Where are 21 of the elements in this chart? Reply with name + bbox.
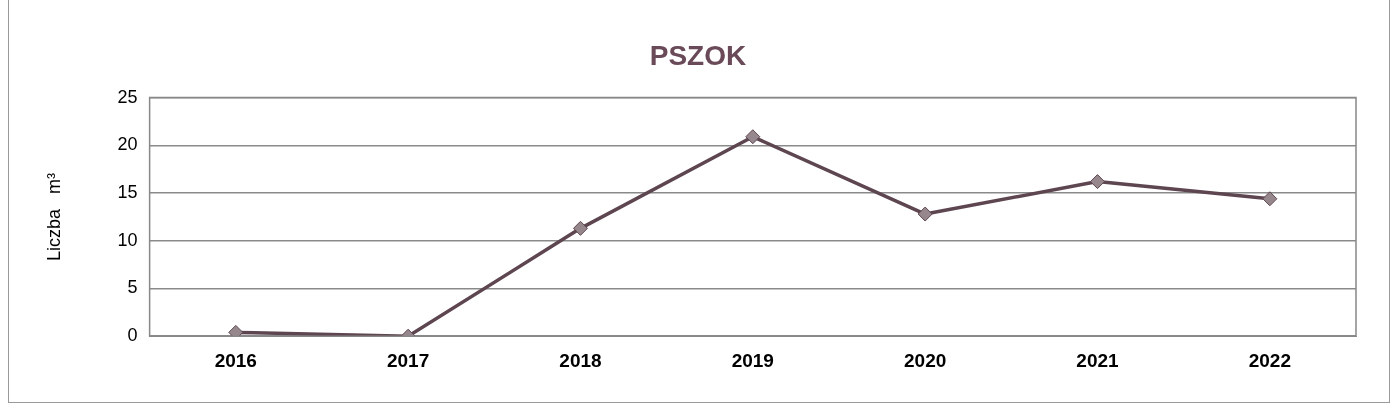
x-tick-label: 2022 [1248, 349, 1291, 371]
point [572, 220, 588, 236]
x-tick-label: 2019 [731, 349, 774, 371]
y-axis-title: Liczba m³ [43, 172, 64, 261]
x-tick-label: 2020 [904, 349, 947, 371]
y-tick-label: 5 [127, 277, 138, 298]
point [228, 324, 244, 337]
y-tick-label: 25 [117, 86, 138, 107]
y-tick-label: 10 [117, 229, 138, 250]
y-tick-label: 15 [117, 182, 138, 203]
point [1089, 174, 1105, 190]
point [917, 206, 933, 222]
x-tick-label: 2018 [559, 349, 602, 371]
x-tick-label: 2017 [386, 349, 430, 371]
y-tick-label: 0 [127, 325, 138, 346]
chart-title: PSZOK [649, 39, 747, 71]
point [1262, 191, 1278, 207]
point [745, 129, 761, 145]
x-tick-label: 2021 [1076, 349, 1120, 371]
y-tick-label: 20 [117, 134, 138, 155]
x-tick-label: 2016 [214, 349, 257, 371]
